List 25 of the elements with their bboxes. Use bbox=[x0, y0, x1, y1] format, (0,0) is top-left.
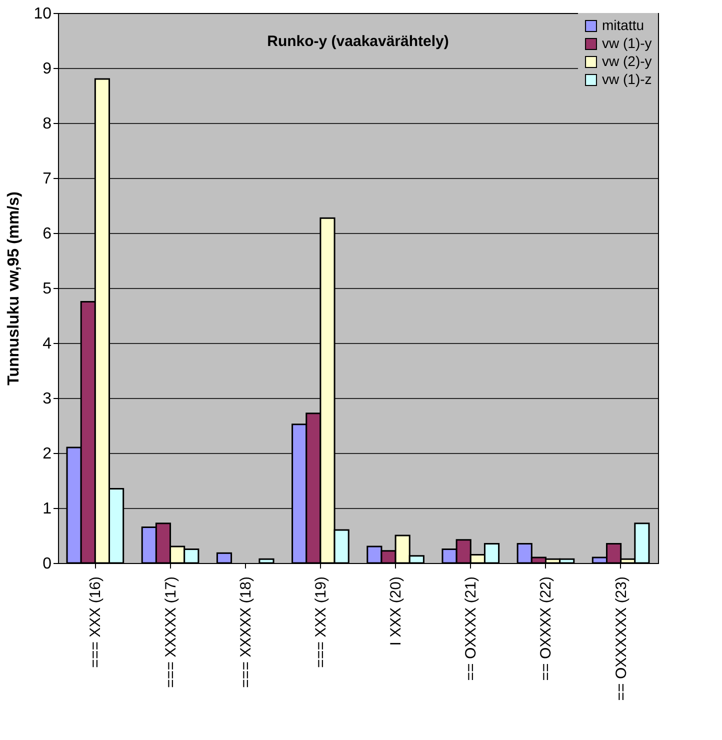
legend-label: vw (1)-y bbox=[602, 35, 652, 51]
x-tick-label: === XXX (16) bbox=[87, 576, 104, 668]
y-tick-label: 0 bbox=[42, 556, 52, 572]
y-tick-label: 10 bbox=[34, 6, 52, 22]
y-tick-label: 9 bbox=[42, 60, 52, 78]
legend-label: mitattu bbox=[602, 17, 644, 33]
x-tick-label: == OXXXX (21) bbox=[462, 576, 480, 681]
x-tick-label: == OXXXXXX (23) bbox=[612, 576, 630, 701]
text: Runko-y (vaakavärähtely) bbox=[267, 33, 449, 50]
y-tick-label: 1 bbox=[42, 500, 52, 518]
y-tick-label: 3 bbox=[42, 390, 52, 408]
y-tick-label: 6 bbox=[42, 226, 52, 242]
y-tick-label: 2 bbox=[42, 446, 52, 462]
y-tick-label: 7 bbox=[42, 170, 52, 188]
y-axis-title: Tunnusluku vw,95 (mm/s) bbox=[6, 192, 23, 386]
x-tick-label: === XXXXX (17) bbox=[162, 576, 180, 688]
y-tick-label: 8 bbox=[42, 116, 52, 132]
x-tick-label: === XXXXX (18) bbox=[237, 576, 254, 688]
legend-label: vw (1)-z bbox=[602, 71, 652, 87]
y-tick-label: 5 bbox=[42, 280, 52, 298]
legend-label: vw (2)-y bbox=[602, 53, 652, 69]
x-tick-label: === XXX (19) bbox=[312, 576, 330, 668]
y-tick-label: 4 bbox=[42, 336, 52, 352]
x-tick-label: == OXXXX (22) bbox=[538, 576, 555, 681]
x-tick-label: I XXX (20) bbox=[388, 576, 405, 646]
